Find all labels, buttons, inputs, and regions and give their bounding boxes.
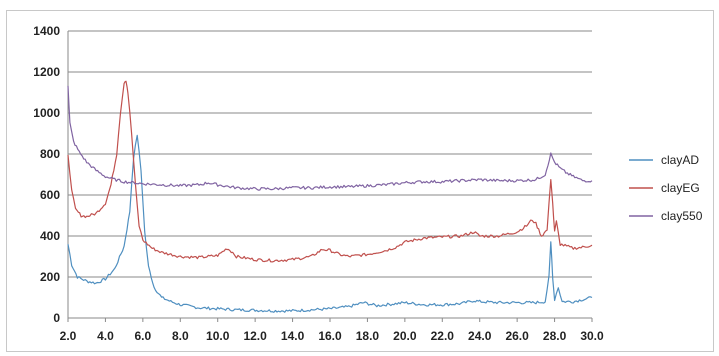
x-tick-label: 20.0 [393,329,417,343]
chart-frame: 0 200 400 600 800 1000 1200 1400 2.0 4.0 6.0 8.0 10… [6,10,714,352]
x-tick-labels: 2.0 4.0 6.0 8.0 10.0 12.0 14.0 16.0 18.0 20.0 22.0… [60,329,604,343]
y-tick-label: 0 [53,311,60,325]
x-tick-label: 30.0 [580,329,604,343]
x-tick-label: 2.0 [60,329,77,343]
legend: clayAD clayEG clay550 [629,153,703,223]
legend-label-clay550: clay550 [661,209,703,223]
line-chart: 0 200 400 600 800 1000 1200 1400 2.0 4.0 6.0 8.0 10… [33,24,703,343]
x-tick-label: 28.0 [543,329,567,343]
series-line-clayEG [67,80,593,263]
legend-label-clayAD: clayAD [661,153,699,167]
series-line-clay550 [67,85,593,191]
series-lines [67,80,593,313]
y-tick-label: 1200 [33,65,60,79]
x-tick-label: 18.0 [356,329,380,343]
y-tick-label: 1400 [33,24,60,38]
axes [67,31,593,322]
x-tick-label: 12.0 [243,329,267,343]
legend-label-clayEG: clayEG [661,181,700,195]
x-tick-label: 8.0 [172,329,189,343]
y-tick-label: 600 [40,188,60,202]
x-tick-label: 4.0 [97,329,114,343]
x-tick-label: 24.0 [468,329,492,343]
y-tick-labels: 0 200 400 600 800 1000 1200 1400 [33,24,60,325]
x-tick-label: 26.0 [505,329,529,343]
y-tick-label: 800 [40,147,60,161]
x-tick-label: 16.0 [318,329,342,343]
x-tick-label: 10.0 [206,329,230,343]
x-tick-label: 6.0 [135,329,152,343]
y-tick-label: 400 [40,229,60,243]
y-tick-label: 1000 [33,106,60,120]
grid-lines [68,30,592,278]
x-tick-label: 22.0 [431,329,455,343]
series-line-clayAD [67,134,593,313]
y-tick-label: 200 [40,270,60,284]
x-tick-label: 14.0 [281,329,305,343]
